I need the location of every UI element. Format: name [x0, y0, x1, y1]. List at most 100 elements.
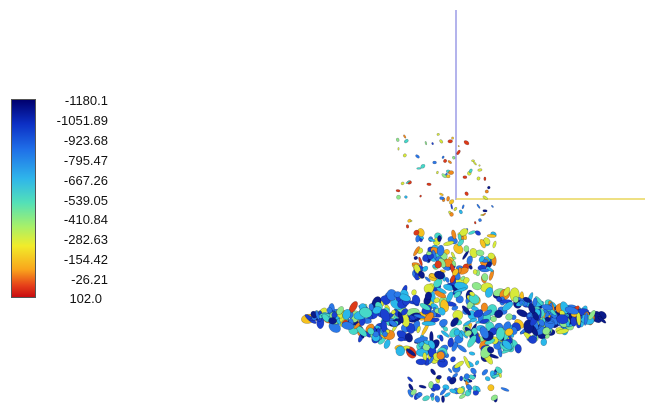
isosurface-blob — [433, 297, 440, 304]
isosurface-blob — [570, 316, 577, 327]
isosurface-blob — [484, 376, 491, 382]
color-scale-label: -667.26 — [63, 173, 108, 188]
isosurface-blob — [597, 315, 607, 324]
isosurface-blob — [468, 265, 473, 270]
isosurface-blob — [479, 326, 489, 339]
isosurface-blob — [367, 327, 375, 335]
isosurface-blob — [526, 313, 532, 318]
isosurface-blob — [454, 360, 464, 369]
isosurface-blob — [487, 186, 491, 190]
isosurface-blob — [456, 387, 465, 394]
isosurface-blob — [416, 167, 422, 170]
isosurface-blob — [444, 392, 451, 398]
isosurface-blob — [449, 376, 457, 385]
isosurface-blob — [522, 296, 532, 303]
isosurface-blob — [478, 164, 481, 167]
isosurface-blob — [541, 304, 554, 311]
isosurface-blob — [436, 351, 445, 360]
isosurface-blob — [514, 343, 522, 354]
isosurface-blob — [564, 306, 579, 315]
isosurface-blob — [475, 249, 485, 257]
isosurface-blob — [460, 275, 466, 281]
isosurface-blob — [447, 368, 453, 373]
isosurface-blob — [443, 240, 455, 246]
isosurface-blob — [422, 395, 430, 402]
isosurface-blob — [342, 308, 352, 320]
isosurface-blob — [424, 291, 433, 301]
isosurface-blob — [490, 394, 498, 401]
isosurface-blob — [439, 196, 445, 200]
isosurface-blob — [544, 316, 551, 322]
color-scale-label: -923.68 — [63, 133, 108, 148]
isosurface-blob — [458, 267, 462, 274]
isosurface-blob — [445, 276, 450, 283]
isosurface-blob — [396, 194, 401, 200]
isosurface-blob — [372, 306, 382, 315]
isosurface-blob — [420, 163, 426, 169]
isosurface-blob — [408, 314, 416, 321]
color-scale-label: -410.84 — [63, 212, 108, 227]
isosurface-blob — [482, 212, 486, 216]
isosurface-blob — [436, 287, 447, 294]
isosurface-blob — [495, 366, 503, 374]
isosurface-blob — [473, 309, 484, 318]
isosurface-blob — [439, 334, 444, 342]
isosurface-blob — [486, 266, 494, 273]
isosurface-blob — [482, 195, 488, 200]
isosurface-blob — [476, 176, 481, 181]
isosurface-blob — [424, 276, 431, 283]
isosurface-blob — [479, 318, 490, 324]
isosurface-blob — [407, 376, 413, 383]
isosurface-blobs — [301, 133, 607, 403]
isosurface-blob — [468, 230, 476, 235]
isosurface-blob — [397, 337, 405, 342]
isosurface-blob — [479, 238, 486, 249]
isosurface-blob — [472, 269, 478, 275]
isosurface-blob — [419, 303, 431, 311]
isosurface-blob — [459, 375, 464, 382]
isosurface-blob — [426, 251, 432, 256]
isosurface-blob — [488, 269, 495, 281]
isosurface-blob — [478, 218, 482, 222]
isosurface-blob — [484, 287, 494, 298]
isosurface-blob — [447, 337, 454, 348]
isosurface-blob — [415, 154, 420, 159]
isosurface-blob — [468, 351, 476, 356]
isosurface-blob — [544, 333, 550, 339]
isosurface-blob — [434, 260, 442, 269]
isosurface-blob — [441, 173, 447, 179]
isosurface-blob — [469, 317, 478, 323]
isosurface-blob — [453, 291, 462, 298]
isosurface-blob — [450, 274, 456, 284]
isosurface-blob — [416, 325, 421, 334]
isosurface-blob — [468, 293, 480, 305]
isosurface-blob — [445, 172, 448, 176]
isosurface-blob — [482, 209, 488, 213]
isosurface-blob — [503, 321, 512, 331]
isosurface-blob — [471, 281, 482, 291]
isosurface-blob — [406, 348, 416, 357]
isosurface-blob — [421, 321, 436, 326]
isosurface-blob — [451, 229, 457, 240]
isosurface-blob — [434, 395, 441, 403]
isosurface-blob — [468, 168, 473, 174]
isosurface-blob — [341, 321, 354, 330]
isosurface-blob — [467, 335, 477, 348]
isosurface-blob — [440, 330, 450, 338]
isosurface-blob — [426, 182, 432, 186]
isosurface-blob — [449, 199, 455, 205]
isosurface-blob — [391, 309, 396, 315]
isosurface-blob — [368, 303, 374, 311]
isosurface-blob — [542, 326, 551, 336]
isosurface-blob — [494, 309, 504, 319]
isosurface-blob — [452, 155, 456, 160]
isosurface-blob — [424, 141, 428, 146]
isosurface-blob — [556, 328, 569, 335]
isosurface-blob — [465, 384, 473, 391]
isosurface-blob — [372, 330, 380, 338]
isosurface-blob — [450, 356, 456, 363]
isosurface-blob — [439, 318, 448, 327]
isosurface-blob — [448, 210, 452, 214]
